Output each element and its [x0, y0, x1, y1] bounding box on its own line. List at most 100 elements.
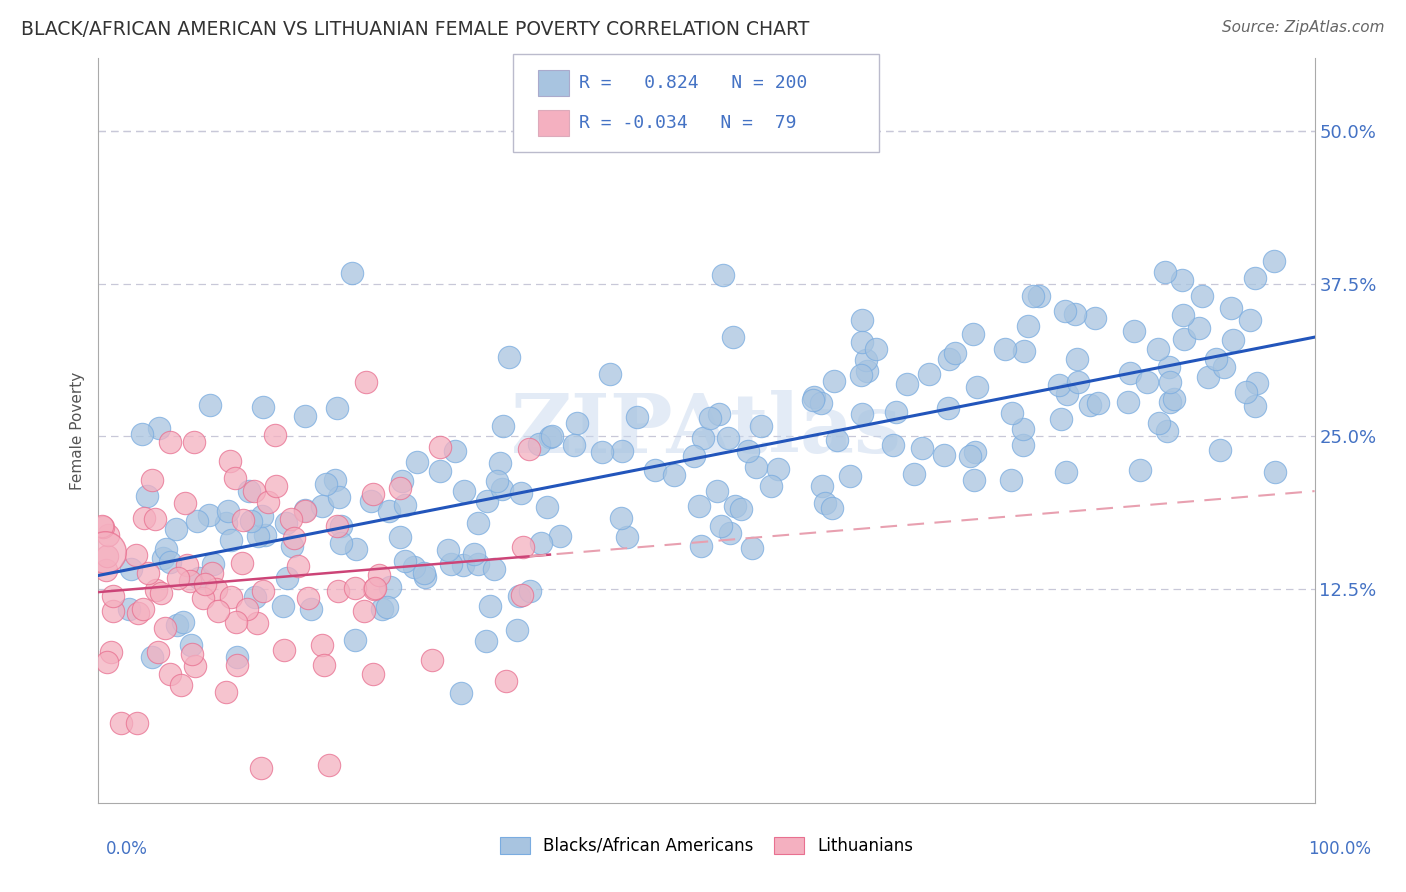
Point — [215, 516, 238, 530]
Point — [1197, 370, 1219, 384]
Point — [1136, 376, 1159, 390]
Point — [510, 588, 533, 602]
Point — [1159, 375, 1181, 389]
Point — [517, 442, 540, 456]
Point — [1066, 351, 1088, 366]
Point — [364, 582, 387, 596]
Point — [149, 586, 172, 600]
Point — [264, 479, 287, 493]
Point — [200, 566, 222, 580]
Point — [938, 352, 960, 367]
Point — [287, 559, 309, 574]
Point — [711, 268, 734, 282]
Point — [491, 483, 513, 497]
Point — [724, 499, 747, 513]
Point — [127, 606, 149, 620]
Point — [283, 531, 305, 545]
Point — [1163, 392, 1185, 406]
Point — [96, 656, 118, 670]
Point — [1067, 375, 1090, 389]
Point — [429, 464, 451, 478]
Point — [238, 484, 260, 499]
Point — [508, 589, 530, 603]
Point — [851, 313, 873, 327]
Point — [131, 426, 153, 441]
Point — [1116, 395, 1139, 409]
Point — [246, 615, 269, 630]
Point — [1056, 386, 1078, 401]
Point — [749, 419, 772, 434]
Point — [389, 530, 412, 544]
Point — [1264, 465, 1286, 479]
Point — [591, 445, 613, 459]
Point — [463, 547, 485, 561]
Point — [1129, 463, 1152, 477]
Point — [96, 563, 118, 577]
Point — [329, 536, 352, 550]
Point — [103, 589, 125, 603]
Point — [1078, 398, 1101, 412]
Point — [205, 582, 228, 597]
Point — [218, 453, 240, 467]
Point — [136, 566, 159, 581]
Point — [610, 511, 633, 525]
Point — [540, 430, 562, 444]
Point — [1208, 443, 1230, 458]
Point — [174, 496, 197, 510]
Point — [141, 473, 163, 487]
Point — [444, 444, 467, 458]
Point — [440, 557, 463, 571]
Point — [689, 539, 711, 553]
Point — [273, 643, 295, 657]
Point — [429, 440, 451, 454]
Point — [344, 581, 367, 595]
Point — [610, 443, 633, 458]
Point — [491, 418, 513, 433]
Point — [437, 543, 460, 558]
Point — [717, 431, 740, 445]
Point — [217, 504, 239, 518]
Point — [1219, 301, 1241, 315]
Point — [180, 638, 202, 652]
Point — [1147, 417, 1170, 431]
Point — [1063, 307, 1085, 321]
Point — [644, 463, 666, 477]
Point — [766, 462, 789, 476]
Point — [745, 459, 768, 474]
Point — [810, 396, 832, 410]
Point — [329, 518, 352, 533]
Point — [1087, 396, 1109, 410]
Point — [247, 529, 270, 543]
Point — [1171, 273, 1194, 287]
Point — [1236, 385, 1258, 400]
Point — [101, 604, 124, 618]
Point — [361, 487, 384, 501]
Point — [314, 657, 336, 672]
Point — [181, 647, 204, 661]
Point — [201, 557, 224, 571]
Point — [1156, 425, 1178, 439]
Point — [219, 591, 242, 605]
Point — [215, 685, 238, 699]
Point — [450, 686, 472, 700]
Point — [1147, 343, 1170, 357]
Point — [198, 398, 221, 412]
Point — [120, 562, 142, 576]
Point — [963, 444, 986, 458]
Point — [125, 549, 148, 563]
Point — [131, 602, 153, 616]
Point — [294, 503, 316, 517]
Point — [1017, 318, 1039, 333]
Point — [224, 470, 246, 484]
Point — [548, 529, 571, 543]
Point — [1084, 311, 1107, 326]
Point — [855, 352, 877, 367]
Point — [453, 484, 475, 499]
Point — [1014, 344, 1036, 359]
Point — [187, 571, 209, 585]
Point — [706, 484, 728, 499]
Point — [236, 602, 259, 616]
Text: 0.0%: 0.0% — [105, 840, 148, 858]
Text: Source: ZipAtlas.com: Source: ZipAtlas.com — [1222, 20, 1385, 35]
Point — [688, 500, 710, 514]
